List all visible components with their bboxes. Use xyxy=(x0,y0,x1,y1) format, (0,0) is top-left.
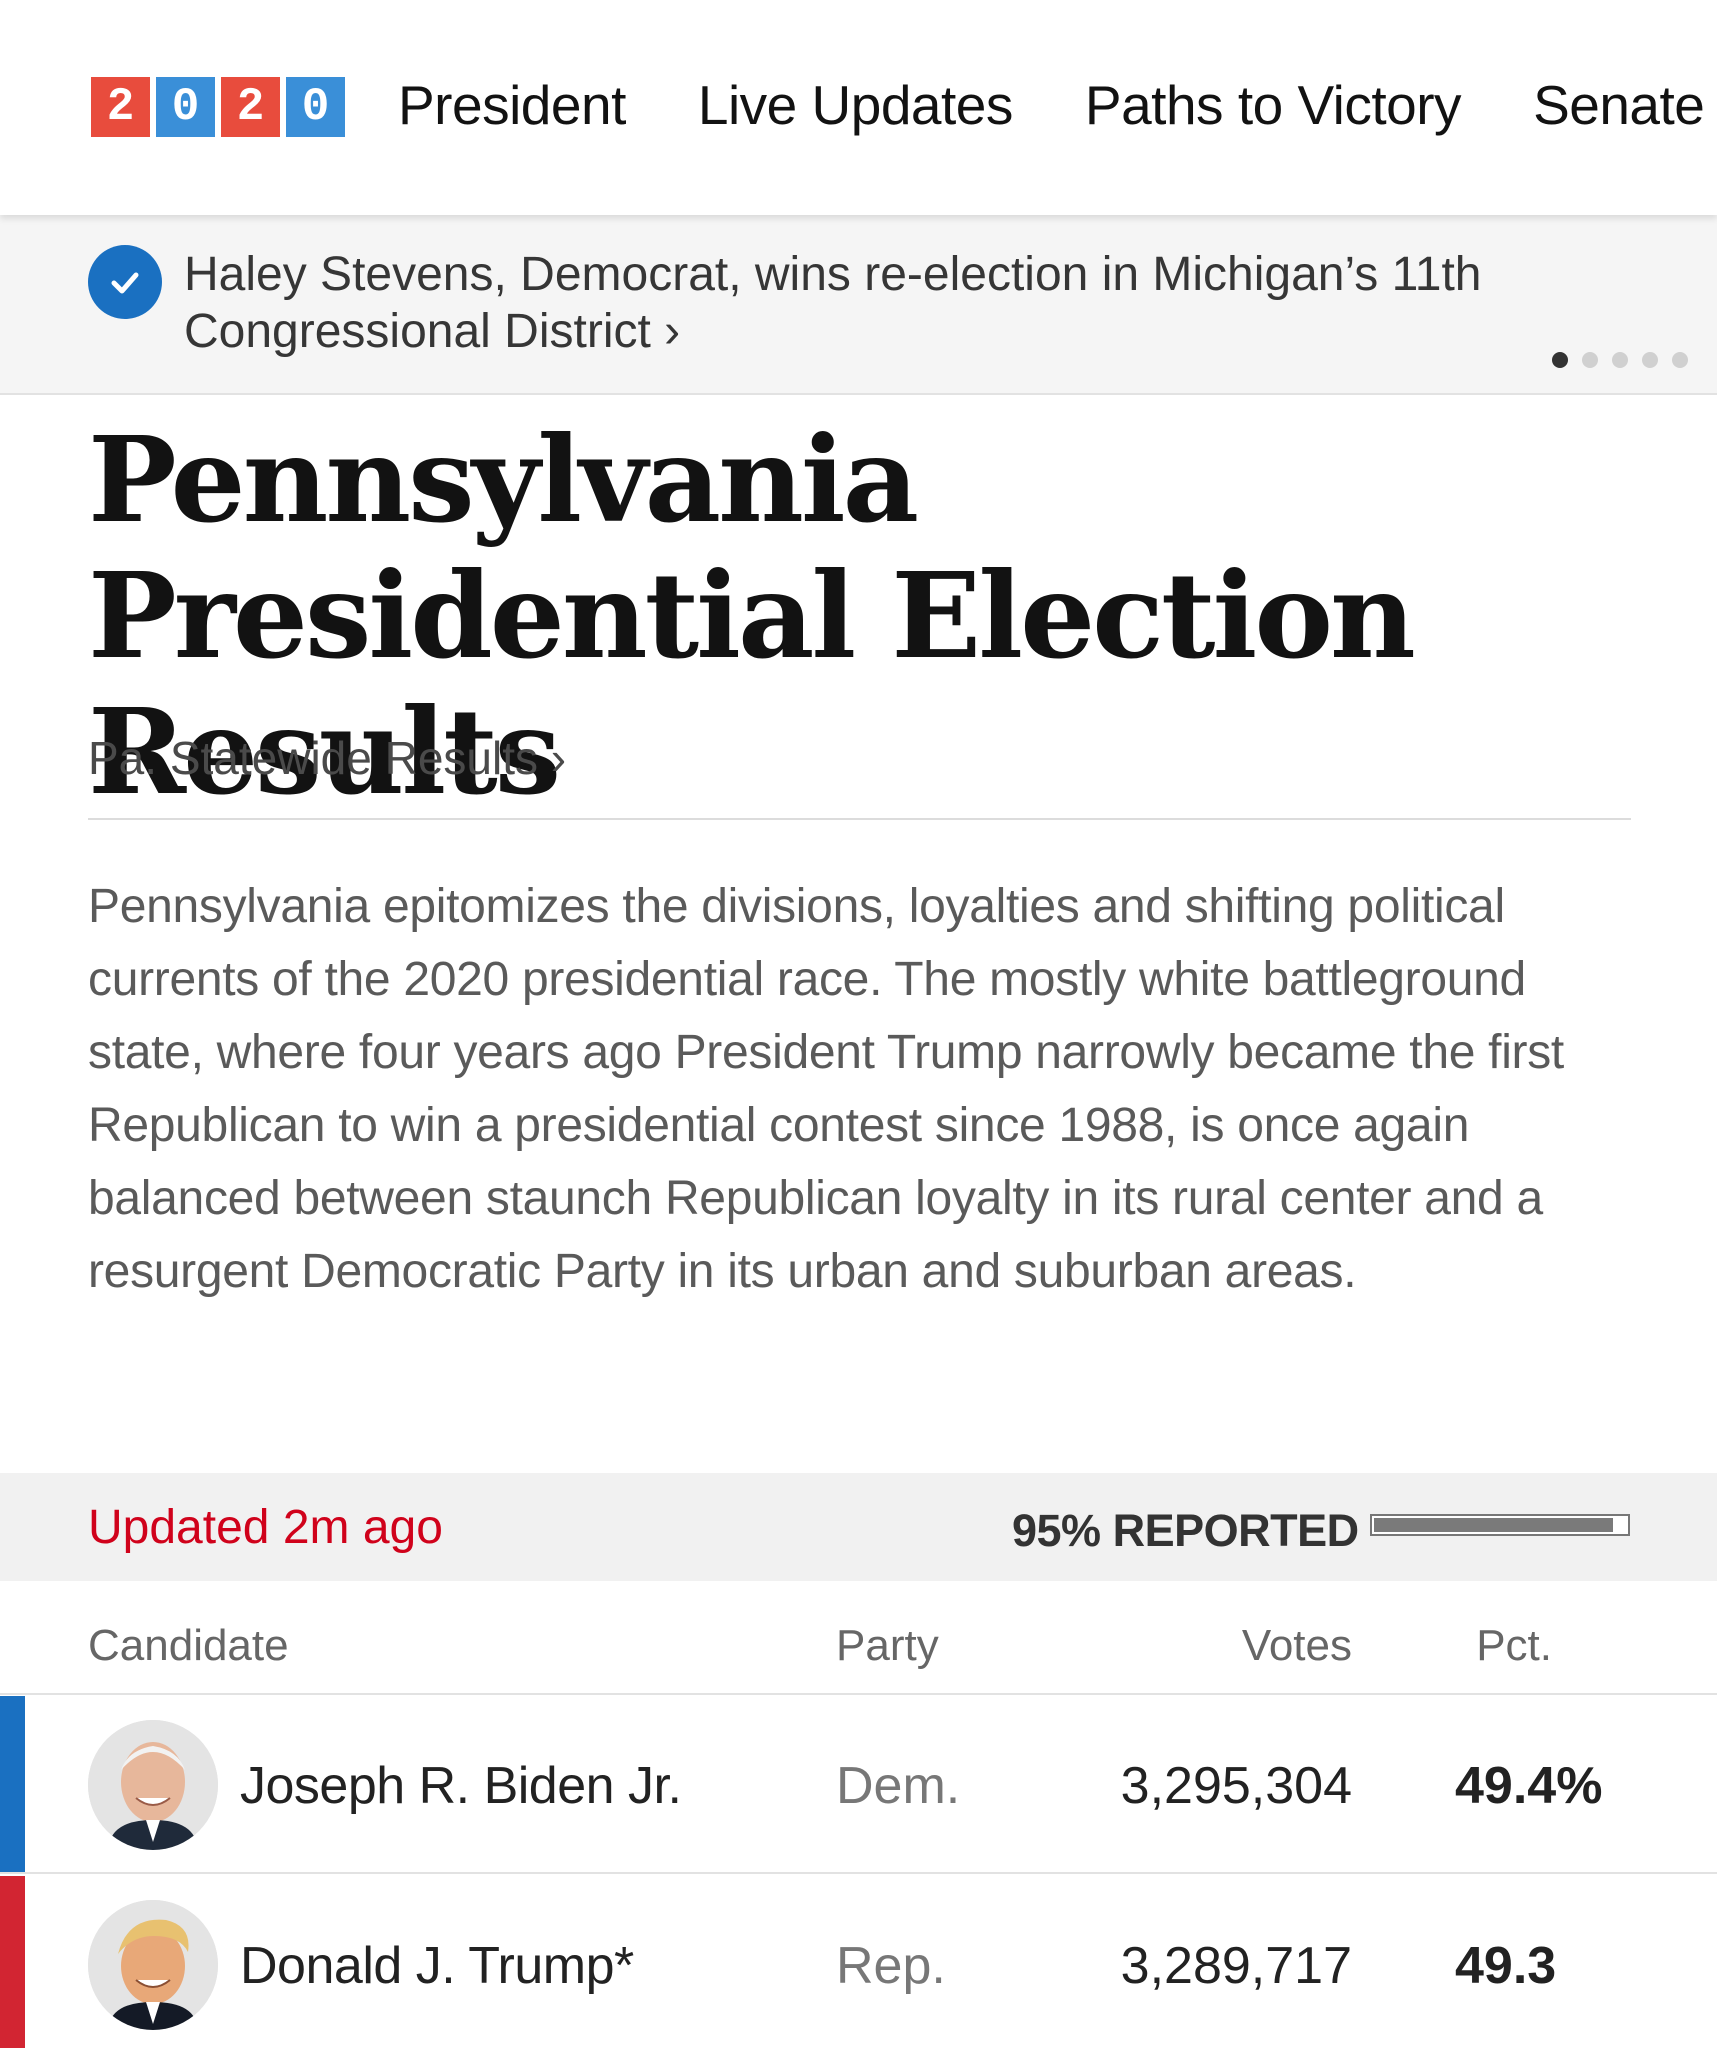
race-call-banner[interactable] xyxy=(0,215,1717,395)
nav-link-live-updates[interactable]: Live Updates xyxy=(697,74,1014,136)
nav-link-president[interactable]: President xyxy=(398,74,626,136)
candidate-name: Donald J. Trump* xyxy=(240,1937,634,1995)
candidate-votes: 3,295,304 xyxy=(1120,1757,1352,1815)
candidate-party: Dem. xyxy=(836,1757,961,1815)
reporting-progress-fill xyxy=(1374,1518,1614,1532)
column-header-candidate: Candidate xyxy=(88,1621,289,1670)
check-circle-icon xyxy=(88,245,162,319)
candidate-avatar xyxy=(88,1720,218,1850)
candidate-party: Rep. xyxy=(836,1937,946,1995)
logo-digit: 2 xyxy=(88,74,153,140)
reporting-progress-bar xyxy=(1370,1514,1630,1536)
nav-links: President Live Updates Paths to Victory … xyxy=(398,68,1705,142)
reported-label: 95% REPORTED xyxy=(1012,1505,1359,1556)
top-nav: 2 0 2 0 President Live Updates Paths to … xyxy=(0,0,1717,215)
updated-timestamp: Updated 2m ago xyxy=(88,1501,443,1554)
divider xyxy=(88,818,1631,820)
column-header-pct: Pct. xyxy=(1476,1621,1552,1670)
pager-dot[interactable] xyxy=(1672,352,1688,368)
nav-link-senate[interactable]: Senate xyxy=(1533,74,1705,136)
candidate-pct: 49.4% xyxy=(1455,1757,1603,1815)
candidate-name: Joseph R. Biden Jr. xyxy=(240,1757,682,1815)
party-color-bar xyxy=(0,1696,25,1872)
logo-digit: 2 xyxy=(218,74,283,140)
statewide-results-link[interactable]: Pa. Statewide Results › xyxy=(88,732,567,784)
candidate-pct: 49.3 xyxy=(1455,1937,1557,1995)
pager-dot[interactable] xyxy=(1642,352,1658,368)
banner-pager xyxy=(1552,352,1688,368)
column-header-party: Party xyxy=(836,1621,939,1670)
pager-dot[interactable] xyxy=(1552,352,1568,368)
nav-link-paths-to-victory[interactable]: Paths to Victory xyxy=(1084,74,1462,136)
race-call-text[interactable]: Haley Stevens, Democrat, wins re-electio… xyxy=(184,248,1482,358)
pager-dot[interactable] xyxy=(1582,352,1598,368)
election-2020-logo[interactable]: 2 0 2 0 xyxy=(88,74,348,140)
column-header-votes: Votes xyxy=(1241,1621,1352,1670)
pager-dot[interactable] xyxy=(1612,352,1628,368)
table-row[interactable]: Donald J. Trump* Rep. 3,289,717 49.3 xyxy=(0,1876,1717,2048)
party-color-bar xyxy=(0,1876,25,2048)
logo-digit: 0 xyxy=(283,74,348,140)
candidate-avatar xyxy=(88,1900,218,2030)
page-title: Pennsylvania Presidential Election Resul… xyxy=(88,410,1416,821)
candidate-votes: 3,289,717 xyxy=(1120,1937,1352,1995)
table-row[interactable]: Joseph R. Biden Jr. Dem. 3,295,304 49.4% xyxy=(0,1696,1717,1874)
intro-paragraph: Pennsylvania epitomizes the divisions, l… xyxy=(88,880,1564,1298)
logo-digit: 0 xyxy=(153,74,218,140)
table-header-rule xyxy=(0,1693,1717,1695)
